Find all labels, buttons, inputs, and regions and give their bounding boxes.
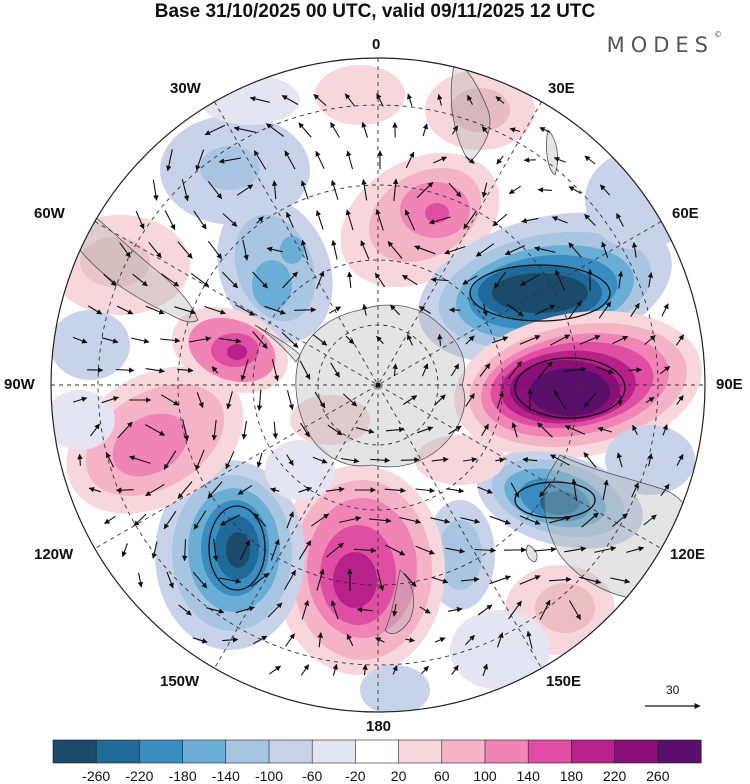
colorbar-swatch bbox=[53, 740, 97, 763]
colorbar-tick-label: -220 bbox=[125, 768, 153, 784]
lon-label-180: 180 bbox=[366, 718, 391, 735]
colorbar bbox=[53, 740, 701, 763]
colorbar-swatch bbox=[355, 740, 399, 763]
colorbar-swatch bbox=[312, 740, 356, 763]
colorbar-swatch bbox=[399, 740, 443, 763]
colorbar-swatch bbox=[183, 740, 227, 763]
south-pole-marker bbox=[376, 383, 381, 388]
lon-label-120e: 120E bbox=[670, 546, 705, 563]
lon-label-30e: 30E bbox=[548, 80, 575, 97]
colorbar-tick-label: -140 bbox=[212, 768, 240, 784]
colorbar-tick-label: -180 bbox=[169, 768, 197, 784]
lon-label-90e: 90E bbox=[716, 376, 743, 393]
wind-vector bbox=[294, 310, 315, 311]
colorbar-tick-label: -100 bbox=[255, 768, 283, 784]
lon-label-60e: 60E bbox=[672, 205, 699, 222]
colorbar-tick-label: 180 bbox=[560, 768, 583, 784]
colorbar-swatch bbox=[96, 740, 140, 763]
reference-vector-value: 30 bbox=[666, 683, 679, 697]
colorbar-tick-label: -60 bbox=[302, 768, 322, 784]
colorbar-tick-label: 100 bbox=[473, 768, 496, 784]
colorbar-swatch bbox=[485, 740, 529, 763]
lon-label-0: 0 bbox=[372, 36, 380, 53]
colorbar-swatch bbox=[226, 740, 269, 763]
colorbar-tick-label: 20 bbox=[391, 768, 407, 784]
colorbar-tick-label: -260 bbox=[82, 768, 110, 784]
colorbar-tick-label: -20 bbox=[345, 768, 365, 784]
lon-label-120w: 120W bbox=[34, 546, 73, 563]
colorbar-tick-label: 260 bbox=[646, 768, 669, 784]
colorbar-swatch bbox=[528, 740, 572, 763]
colorbar-swatch bbox=[571, 740, 615, 763]
colorbar-swatch bbox=[442, 740, 486, 763]
colorbar-tick-label: 140 bbox=[517, 768, 540, 784]
colorbar-tick-label: 220 bbox=[603, 768, 626, 784]
colorbar-labels: -260 -220 -180 -140 -100 -60 -20 20 60 100 140 180 2… bbox=[0, 768, 750, 783]
colorbar-swatch bbox=[615, 740, 659, 763]
lon-label-150w: 150W bbox=[160, 673, 199, 690]
colorbar-swatch bbox=[139, 740, 183, 763]
wind-vector bbox=[116, 490, 133, 491]
lon-label-60w: 60W bbox=[34, 205, 65, 222]
lon-label-90w: 90W bbox=[4, 376, 35, 393]
colorbar-tick-label: 60 bbox=[434, 768, 450, 784]
lon-label-150e: 150E bbox=[546, 673, 581, 690]
colorbar-swatch bbox=[658, 740, 702, 763]
colorbar-swatch bbox=[269, 740, 313, 763]
wind-vector bbox=[629, 370, 642, 371]
wind-vector bbox=[401, 460, 419, 461]
lon-label-30w: 30W bbox=[170, 80, 201, 97]
